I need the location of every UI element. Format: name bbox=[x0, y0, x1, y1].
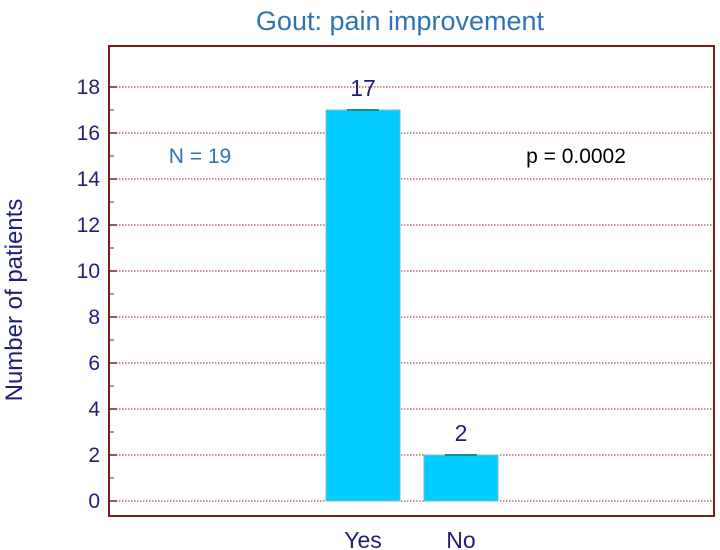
y-tick-label: 16 bbox=[77, 122, 100, 145]
y-tick-label: 14 bbox=[77, 168, 101, 191]
y-tick-label: 12 bbox=[77, 214, 100, 237]
sample-size-annotation: N = 19 bbox=[169, 145, 231, 168]
y-tick-label: 6 bbox=[88, 352, 100, 375]
x-category-label: Yes bbox=[344, 527, 382, 550]
plot-frame bbox=[108, 45, 715, 517]
y-axis-label: Number of patients bbox=[1, 199, 28, 402]
bar-value-label: 2 bbox=[455, 420, 468, 446]
x-category-label: No bbox=[446, 527, 475, 550]
y-tick-label: 18 bbox=[77, 76, 100, 99]
chart-title: Gout: pain improvement bbox=[256, 6, 545, 36]
y-axis-ticks: 0 2 4 6 8 10 12 14 16 18 bbox=[77, 76, 117, 513]
y-tick-label: 4 bbox=[88, 398, 100, 421]
y-tick-label: 10 bbox=[77, 260, 100, 283]
y-tick-label: 0 bbox=[88, 490, 100, 513]
bars bbox=[325, 109, 499, 502]
bar-no bbox=[423, 454, 499, 502]
y-tick-label: 8 bbox=[88, 306, 100, 329]
data-labels: 17 2 bbox=[350, 75, 467, 446]
gridlines bbox=[110, 86, 713, 502]
bar-yes bbox=[325, 109, 401, 502]
p-value-annotation: p = 0.0002 bbox=[526, 145, 626, 168]
x-axis-categories: Yes No bbox=[344, 527, 475, 550]
bar-value-label: 17 bbox=[350, 75, 376, 101]
y-tick-label: 2 bbox=[88, 444, 100, 467]
